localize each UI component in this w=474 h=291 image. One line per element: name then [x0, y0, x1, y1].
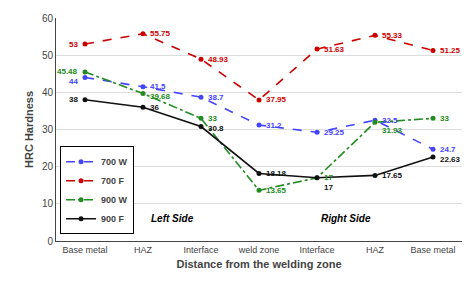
svg-text:20: 20 — [42, 161, 54, 172]
svg-text:38: 38 — [69, 95, 78, 104]
svg-text:Interface: Interface — [183, 245, 218, 255]
svg-text:60: 60 — [42, 13, 54, 24]
svg-text:22.63: 22.63 — [440, 155, 461, 164]
svg-text:31.2: 31.2 — [266, 121, 282, 130]
svg-text:700 F: 700 F — [101, 176, 125, 186]
svg-text:17: 17 — [324, 173, 333, 182]
svg-text:55.75: 55.75 — [150, 29, 171, 38]
svg-text:17.65: 17.65 — [382, 171, 403, 180]
svg-text:37.95: 37.95 — [266, 95, 287, 104]
svg-text:36: 36 — [150, 103, 159, 112]
svg-text:HAZ: HAZ — [134, 245, 153, 255]
svg-text:Base metal: Base metal — [410, 245, 455, 255]
svg-text:weld zone: weld zone — [238, 245, 280, 255]
svg-text:38.7: 38.7 — [208, 93, 224, 102]
svg-text:Right Side: Right Side — [321, 213, 371, 224]
svg-text:40: 40 — [42, 87, 54, 98]
svg-text:Distance from the welding zone: Distance from the welding zone — [176, 258, 341, 270]
svg-text:13.65: 13.65 — [266, 186, 287, 195]
svg-text:33: 33 — [440, 114, 449, 123]
svg-text:0: 0 — [47, 236, 53, 247]
svg-text:51.63: 51.63 — [324, 45, 345, 54]
svg-text:700 W: 700 W — [101, 157, 128, 167]
svg-text:900 W: 900 W — [101, 195, 128, 205]
svg-text:31.93: 31.93 — [382, 126, 403, 135]
svg-text:HAZ: HAZ — [366, 245, 385, 255]
svg-text:32.5: 32.5 — [382, 116, 398, 125]
svg-text:41.5: 41.5 — [150, 82, 166, 91]
svg-text:Interface: Interface — [299, 245, 334, 255]
svg-text:30.8: 30.8 — [208, 124, 224, 133]
svg-text:44: 44 — [69, 77, 78, 86]
svg-text:50: 50 — [42, 50, 54, 61]
svg-text:51.25: 51.25 — [440, 46, 461, 55]
svg-text:33: 33 — [208, 114, 217, 123]
svg-text:24.7: 24.7 — [440, 145, 456, 154]
svg-text:10: 10 — [42, 198, 54, 209]
svg-text:HRC Hardness: HRC Hardness — [23, 91, 35, 168]
svg-text:30: 30 — [42, 124, 54, 135]
svg-text:29.25: 29.25 — [324, 128, 345, 137]
svg-text:Left Side: Left Side — [151, 213, 194, 224]
svg-text:53: 53 — [69, 40, 78, 49]
svg-text:17: 17 — [324, 183, 333, 192]
svg-text:48.93: 48.93 — [208, 55, 229, 64]
svg-text:900 F: 900 F — [101, 214, 125, 224]
svg-text:55.33: 55.33 — [382, 31, 403, 40]
svg-text:45.48: 45.48 — [57, 67, 78, 76]
svg-text:39.68: 39.68 — [150, 92, 171, 101]
svg-text:18.18: 18.18 — [266, 169, 287, 178]
svg-text:Base metal: Base metal — [62, 245, 107, 255]
